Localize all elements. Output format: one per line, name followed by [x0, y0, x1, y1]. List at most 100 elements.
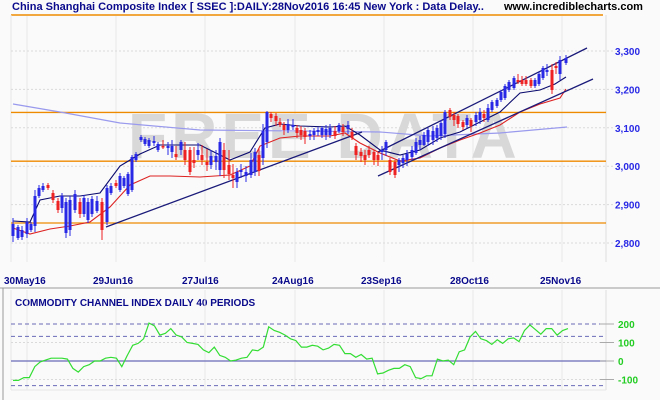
candle-down	[227, 165, 231, 174]
candle-down	[333, 131, 337, 136]
candle-up	[130, 157, 134, 190]
candle-down	[205, 162, 209, 165]
candle-down	[452, 115, 456, 120]
channel-line-lower	[377, 78, 594, 177]
candle-down	[456, 116, 460, 124]
candle-up	[156, 144, 160, 150]
candle-down	[376, 155, 380, 160]
candle-up	[490, 102, 494, 110]
candle-up	[426, 130, 430, 142]
candle-up	[346, 125, 350, 129]
candle-down	[222, 150, 226, 170]
x-tick-label: 25Nov16	[540, 276, 582, 287]
candle-up	[474, 115, 478, 122]
candle-up	[465, 118, 469, 125]
candle-up	[253, 152, 257, 172]
candle-down	[554, 66, 558, 68]
candle-down	[183, 150, 187, 160]
candle-up	[134, 154, 138, 160]
candle-down	[393, 162, 397, 175]
candle-up	[170, 146, 174, 152]
candle-up	[261, 131, 265, 158]
candle-down	[274, 116, 278, 121]
candle-down	[354, 146, 358, 155]
site-url[interactable]: www.incrediblecharts.com	[504, 1, 643, 13]
candle-up	[95, 201, 99, 211]
candle-up	[209, 156, 213, 165]
price-y-axis: 3,300 3,200 3,100 3,000 2,900 2,800	[615, 47, 640, 250]
candle-up	[90, 199, 94, 214]
candle-down	[174, 154, 178, 157]
candle-down	[257, 155, 261, 171]
cci-y-tick-label: 100	[618, 339, 635, 350]
candle-up	[60, 196, 64, 208]
trend-line-lower	[105, 131, 363, 228]
cci-chart: 200 100 0 -100	[11, 320, 638, 387]
candle-up	[405, 154, 409, 160]
candle-up	[41, 186, 45, 190]
candle-up	[147, 140, 151, 146]
y-tick-label: 3,200	[615, 85, 640, 96]
x-tick-label: 29Jun16	[93, 276, 133, 287]
cci-y-tick-label: -100	[618, 376, 638, 387]
cci-y-tick-label: 200	[618, 320, 635, 331]
candle-up	[324, 129, 328, 135]
candle-down	[350, 132, 354, 138]
candle-down	[192, 160, 196, 163]
candle-up	[16, 227, 20, 238]
candle-up	[410, 150, 414, 157]
candle-down	[231, 175, 235, 178]
candle-up	[337, 125, 341, 131]
candle-down	[520, 80, 524, 84]
candle-down	[516, 80, 520, 82]
candle-down	[550, 70, 554, 90]
candle-up	[68, 200, 72, 230]
candle-up	[308, 134, 312, 136]
candle-down	[367, 150, 371, 155]
candle-up	[109, 186, 113, 193]
candle-up	[312, 131, 316, 135]
candle-down	[78, 202, 82, 214]
candle-up	[478, 112, 482, 120]
candle-up	[239, 170, 243, 172]
candle-down	[161, 146, 165, 148]
candle-up	[486, 108, 490, 120]
cci-panel-title: COMMODITY CHANNEL INDEX DAILY 40 PERIODS	[15, 298, 256, 309]
candle-up	[443, 112, 447, 134]
candle-up	[11, 224, 15, 236]
candle-up	[564, 58, 568, 63]
candle-up	[214, 156, 218, 162]
candle-up	[152, 141, 156, 143]
candle-up	[320, 128, 324, 135]
candle-up	[37, 188, 41, 196]
candle-down	[372, 152, 376, 160]
candle-up	[29, 224, 33, 230]
y-tick-label: 3,000	[615, 162, 640, 173]
candle-up	[414, 142, 418, 153]
candle-up	[537, 74, 541, 84]
candle-up	[286, 124, 290, 130]
candle-up	[439, 123, 443, 136]
candle-up	[503, 86, 507, 98]
cci-y-tick-label: 0	[618, 357, 624, 368]
x-tick-label: 27Jul16	[182, 276, 219, 287]
candle-up	[122, 178, 126, 186]
candle-down	[529, 80, 533, 86]
candle-up	[139, 137, 143, 140]
candle-up	[541, 68, 545, 78]
candle-down	[295, 128, 299, 133]
candle-up	[384, 142, 388, 150]
x-tick-label: 24Aug16	[272, 276, 314, 287]
candle-up	[82, 198, 86, 214]
candle-up	[166, 146, 170, 148]
y-tick-label: 2,900	[615, 201, 640, 212]
candle-up	[25, 222, 29, 234]
x-tick-label: 28Oct16	[450, 276, 489, 287]
candle-down	[188, 150, 192, 172]
candle-up	[512, 78, 516, 88]
x-tick-label: 23Sep16	[361, 276, 402, 287]
y-tick-label: 2,800	[615, 239, 640, 250]
y-tick-label: 3,100	[615, 124, 640, 135]
candle-up	[431, 131, 435, 140]
